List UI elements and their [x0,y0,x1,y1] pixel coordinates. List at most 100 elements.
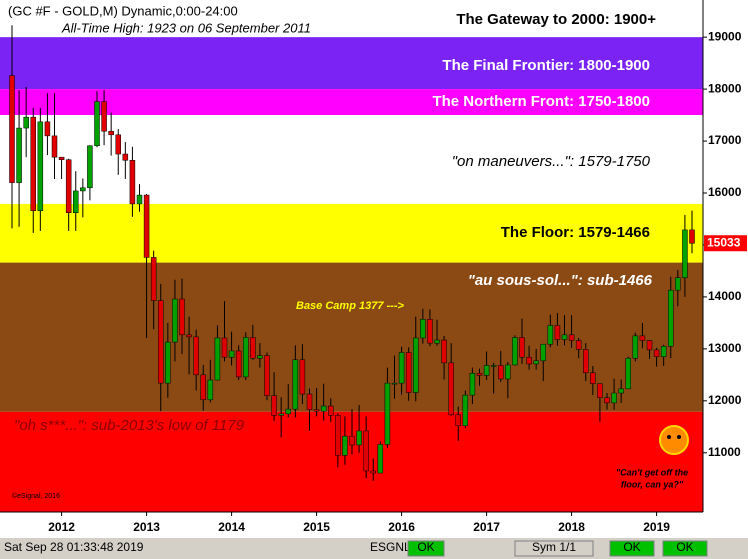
candle-body [158,300,164,384]
candle-body [547,325,554,345]
y-tick-label: 17000 [708,133,742,147]
candle-body [575,340,582,350]
candle-body [108,130,114,136]
candle-body [597,383,603,398]
candle-body [448,362,454,416]
status-badge [407,540,445,557]
y-tick-label: 16000 [708,185,742,199]
candle-body [94,101,100,146]
candle-body [37,121,44,211]
price-band [0,37,703,90]
candle-body [498,365,504,380]
x-tick-label: 2012 [48,520,75,534]
x-tick-label: 2015 [303,520,330,534]
candle-body [257,355,263,359]
candle-body [122,153,129,161]
candle-body [136,194,143,205]
candle-body [554,325,561,340]
chart-subtitle: All-Time High: 1923 on 06 September 2011 [61,20,311,35]
candle-body [519,337,525,358]
status-ok: OK [676,540,693,554]
candle-body [377,444,384,474]
x-tick-label: 2018 [558,520,585,534]
candle-body [16,127,22,183]
candle-body [618,388,624,394]
band-label: "au sous-sol...": sub-1466 [468,272,653,289]
candle-body [668,289,674,347]
price-band [0,203,703,263]
candle-body [505,364,511,380]
candle-body [214,337,221,381]
candle-body [434,339,440,344]
price-band [0,89,703,116]
last-price-label: 15033 [707,235,741,249]
candle-body [306,393,313,410]
status-badge [662,540,708,557]
candle-body [639,335,646,341]
annotation: Base Camp 1377 ---> [296,300,404,312]
candle-body [143,194,150,258]
candle-body [604,397,610,404]
candle-body [51,135,58,158]
candle-body [455,414,461,427]
copyright: ©eSignal, 2016 [12,492,60,500]
candle-body [30,116,36,211]
candle-body [462,394,469,427]
candle-body [342,435,348,456]
candle-body [512,337,518,366]
annotation: floor, can ya?" [621,479,684,489]
candle-body [58,156,65,161]
candle-body [129,160,136,205]
candle-body [682,229,688,278]
band-label: The Northern Front: 1750-1800 [432,93,650,110]
y-tick-label: 13000 [708,341,742,355]
status-ok: OK [417,540,434,554]
bands: The Gateway to 2000: 1900+ The Final Fron… [0,0,703,512]
candle-body [490,365,497,367]
candle-body [150,257,157,301]
candle-body [675,277,681,291]
band-label: The Floor: 1579-1466 [501,224,650,241]
y-tick-label: 12000 [708,393,742,407]
candle-body [540,343,546,362]
candle-body [80,187,86,192]
band-label: "oh s***...": sub-2013's low of 1179 [14,417,245,434]
candle-body [243,337,249,378]
band-label: "on maneuvers...": 1579-1750 [452,153,651,170]
candle-body [207,379,214,401]
candle-body [65,159,72,213]
price-band [0,0,703,38]
price-band [0,262,703,412]
candle-body [193,336,199,376]
candle-body [526,356,532,365]
x-tick-label: 2016 [388,520,415,534]
y-tick-label: 19000 [708,29,742,43]
candle-body [561,334,568,340]
candle-body [335,415,341,456]
last-price-box [704,235,747,252]
candle-body [476,373,483,376]
candle-body [165,341,171,384]
status-time: Sat Sep 28 01:33:48 2019 [4,540,144,554]
candle-body [320,405,327,412]
status-symbol: Sym 1/1 [532,540,576,554]
candle-body [632,335,639,359]
x-tick-label: 2014 [218,520,245,534]
candle-body [568,334,575,341]
devil-eye [667,435,671,439]
band-label: The Final Frontier: 1800-1900 [442,57,650,74]
candle-body [483,365,490,376]
candle-body [405,352,412,393]
candle-body [221,337,228,358]
candle-body [179,298,185,336]
y-tick-label: 11000 [708,445,741,459]
candle-body [689,229,695,244]
candle-body [328,405,334,416]
candle-body [441,339,447,364]
candle-body [413,337,419,393]
candle-body [363,430,369,472]
candle-body [44,121,51,137]
candle-body [391,382,398,385]
